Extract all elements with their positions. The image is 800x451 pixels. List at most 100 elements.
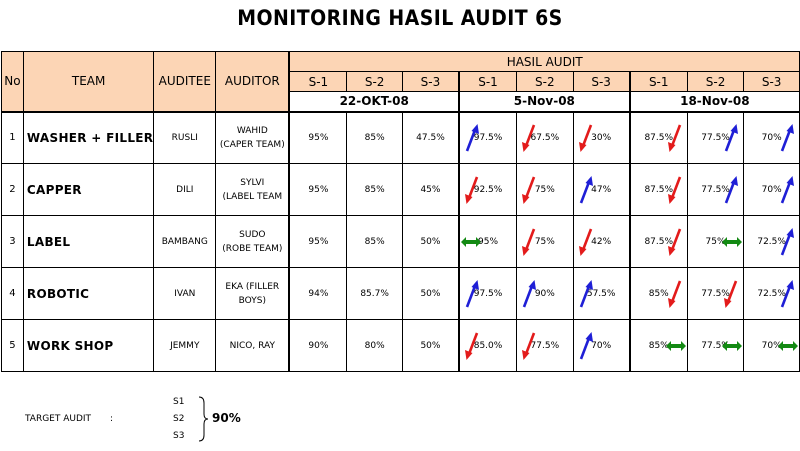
target-value: 90% <box>212 411 241 425</box>
target-item-s2: S2 <box>173 414 185 424</box>
up-arrow-icon <box>579 175 593 203</box>
score-cell: 80% <box>346 319 403 372</box>
auditee-name: DILI <box>153 163 217 216</box>
score-value: 57.5% <box>586 288 616 299</box>
score-value: 30% <box>591 132 612 143</box>
score-cell: 75% <box>516 215 574 268</box>
down-arrow-icon <box>522 124 536 152</box>
down-arrow-icon <box>465 332 479 360</box>
table-row: 4 ROBOTIC IVAN EKA (FILLER BOYS) 94% 85.7% 50% 9… <box>1 267 800 320</box>
up-arrow-icon <box>579 331 593 359</box>
row-number: 2 <box>1 163 24 216</box>
score-value: 97.5% <box>473 288 503 299</box>
up-arrow-icon <box>725 123 739 152</box>
auditor-line-1: NICO, RAY <box>229 340 275 351</box>
same-arrow-icon <box>461 236 481 247</box>
down-arrow-icon <box>465 176 479 204</box>
score-value: 95% <box>308 132 329 143</box>
score-value: 70% <box>761 340 782 351</box>
header-s1: S-1 <box>288 71 348 92</box>
score-value: 77.5% <box>701 340 730 351</box>
score-cell: 92.5% <box>458 163 518 216</box>
score-cell: 95% <box>288 215 348 268</box>
score-value: 72.5% <box>757 288 786 299</box>
score-value: 70% <box>761 132 782 143</box>
target-colon: : <box>110 414 114 424</box>
same-arrow-icon <box>722 236 743 247</box>
down-arrow-icon <box>667 176 681 204</box>
score-cell: 85% <box>346 215 403 268</box>
team-name: ROBOTIC <box>22 267 155 320</box>
up-arrow-icon <box>780 227 794 255</box>
down-arrow-icon <box>724 280 738 308</box>
score-cell: 90% <box>516 267 574 320</box>
score-cell: 77.5% <box>516 319 574 372</box>
score-value: 87.5% <box>644 236 674 247</box>
header-auditor: AUDITOR <box>215 51 291 113</box>
score-value: 92.5% <box>473 184 503 195</box>
score-cell: 70% <box>572 319 631 372</box>
table-row: 1 WASHER + FILLER RUSLI WAHID (CAPER TEAM) 95… <box>1 111 800 164</box>
score-cell: 75% <box>516 163 574 216</box>
page-title: MONITORING HASIL AUDIT 6S <box>237 6 563 30</box>
score-cell: 30% <box>572 111 631 164</box>
score-cell: 70% <box>743 319 800 372</box>
score-cell: 77.5% <box>686 319 745 372</box>
s-label-row: S-1 S-2 S-3 S-1 S-2 S-3 S-1 S-2 S-3 <box>2 71 800 92</box>
header-s1: S-1 <box>629 71 688 92</box>
up-arrow-icon <box>579 279 593 307</box>
down-arrow-icon <box>522 176 536 204</box>
score-cell: 97.5% <box>458 111 518 164</box>
score-value: 42% <box>591 236 612 247</box>
score-value: 85% <box>648 288 669 299</box>
header-s3: S-3 <box>401 71 460 92</box>
table-row: 3 LABEL BAMBANG SUDO (ROBE TEAM) 95% 85% 50% 95%… <box>1 215 800 268</box>
score-value: 50% <box>420 340 441 351</box>
score-cell: 94% <box>288 267 348 320</box>
auditor-line-1: SUDO <box>239 229 266 240</box>
table-row: 2 CAPPER DILI SYLVI (LABEL TEAM 95% 85% 45% 92.5… <box>1 163 800 216</box>
score-cell: 87.5% <box>629 111 688 164</box>
up-arrow-icon <box>465 123 479 152</box>
score-cell: 50% <box>401 319 460 372</box>
score-cell: 85.0% <box>458 319 518 372</box>
team-name: WASHER + FILLER <box>22 111 155 164</box>
score-cell: 47.5% <box>401 111 460 164</box>
down-arrow-icon <box>578 228 592 256</box>
score-value: 85.0% <box>473 340 503 351</box>
score-value: 77.5% <box>701 132 730 143</box>
score-cell: 95% <box>288 111 348 164</box>
score-value: 45% <box>420 184 441 195</box>
down-arrow-icon <box>522 228 536 256</box>
period-date-2: 5-Nov-08 <box>458 91 631 113</box>
score-cell: 85.7% <box>346 267 403 320</box>
score-value: 70% <box>591 340 612 351</box>
score-cell: 85% <box>346 111 403 164</box>
score-value: 85% <box>364 184 385 195</box>
auditor-line-1: EKA (FILLER <box>225 281 280 292</box>
period-date-3: 18-Nov-08 <box>629 91 800 113</box>
score-value: 75% <box>705 236 726 247</box>
header-s3: S-3 <box>572 71 631 92</box>
auditor-name: SUDO (ROBE TEAM) <box>215 215 291 268</box>
score-value: 75% <box>534 236 555 247</box>
score-value: 85% <box>364 236 385 247</box>
auditor-line-2: (LABEL TEAM <box>222 191 283 202</box>
row-number: 5 <box>1 319 24 372</box>
score-cell: 77.5% <box>686 111 745 164</box>
score-cell: 42% <box>572 215 631 268</box>
auditor-line-2: BOYS) <box>238 295 266 306</box>
auditor-line-1: SYLVI <box>240 177 265 188</box>
score-value: 72.5% <box>757 236 786 247</box>
header-no: No <box>1 51 24 113</box>
up-arrow-icon <box>780 123 794 152</box>
score-cell: 77.5% <box>686 163 745 216</box>
score-cell: 70% <box>743 163 800 216</box>
score-value: 95% <box>308 236 329 247</box>
target-item-s1: S1 <box>173 397 185 407</box>
header-s2: S-2 <box>516 71 574 92</box>
header-s1: S-1 <box>458 71 518 92</box>
brace-icon <box>198 396 209 442</box>
down-arrow-icon <box>522 332 536 360</box>
score-value: 67.5% <box>530 132 560 143</box>
